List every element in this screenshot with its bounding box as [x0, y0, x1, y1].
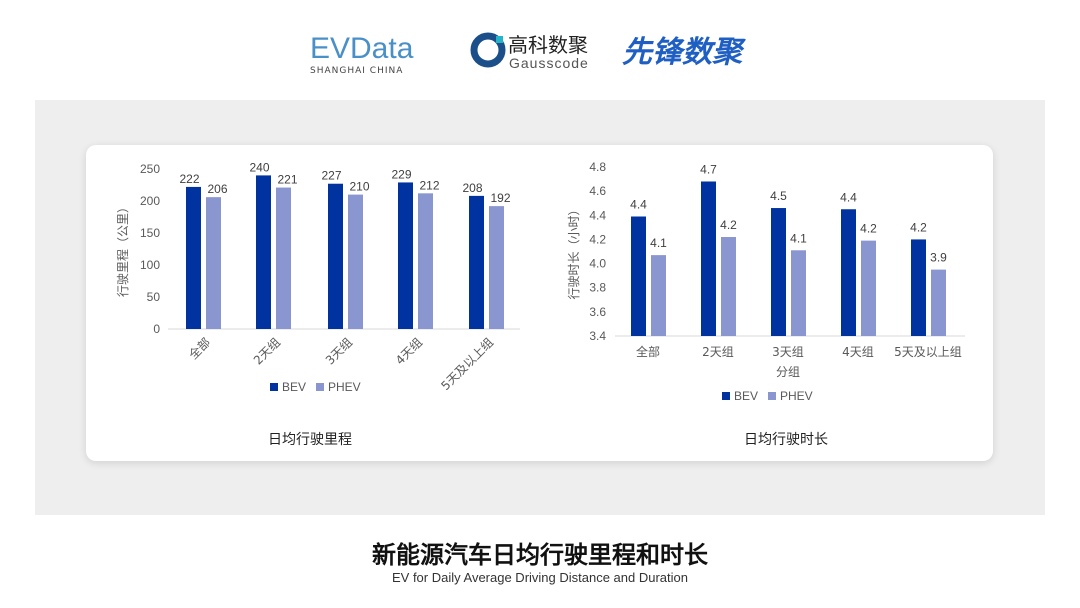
y-tick-label: 50 — [147, 290, 161, 304]
bar-bev — [398, 182, 413, 329]
y-tick-label: 3.6 — [589, 305, 606, 319]
x-tick-label: 全部 — [186, 335, 214, 363]
x-axis-label: 分组 — [776, 365, 800, 379]
x-tick-label: 全部 — [636, 344, 660, 359]
y-tick-label: 100 — [140, 258, 160, 272]
gausscode-logo: 高科数聚 Gausscode — [470, 32, 589, 71]
data-label: 4.1 — [790, 231, 807, 245]
bar-bev — [186, 186, 201, 329]
data-label: 240 — [249, 160, 269, 174]
evdata-logo-subtext: SHANGHAI CHINA — [310, 66, 403, 76]
bar-bev — [256, 175, 271, 329]
x-tick-label: 4天组 — [842, 345, 874, 359]
y-tick-label: 4.6 — [589, 184, 606, 198]
y-tick-label: 250 — [140, 162, 160, 176]
y-tick-label: 4.0 — [589, 257, 606, 271]
x-tick-label: 3天组 — [772, 345, 804, 359]
bar-phev — [791, 250, 806, 336]
x-tick-label: 4天组 — [393, 335, 425, 367]
bar-phev — [348, 194, 363, 329]
data-label: 4.7 — [700, 162, 717, 176]
data-label: 210 — [349, 180, 369, 194]
legend-swatch-bev — [722, 392, 730, 400]
data-label: 206 — [207, 182, 227, 196]
legend-swatch-bev — [270, 383, 278, 391]
bar-phev — [206, 197, 221, 329]
bar-phev — [489, 206, 504, 329]
y-tick-label: 4.8 — [589, 160, 606, 174]
x-tick-label: 5天及以上组 — [894, 345, 962, 359]
x-tick-label: 3天组 — [323, 335, 355, 367]
bar-phev — [418, 193, 433, 329]
data-label: 4.2 — [860, 222, 877, 236]
legend-swatch-phev — [768, 392, 776, 400]
xianfeng-logo: 先锋数聚 — [622, 35, 746, 70]
bar-phev — [861, 240, 876, 336]
x-tick-label: 5天及以上组 — [438, 335, 496, 393]
bar-phev — [651, 255, 666, 336]
gausscode-logo-en: Gausscode — [509, 55, 589, 71]
evdata-logo-text: EVData — [310, 32, 414, 65]
y-tick-label: 3.8 — [589, 281, 606, 295]
x-tick-label: 2天组 — [251, 335, 283, 367]
data-label: 221 — [277, 173, 297, 187]
evdata-logo: EVData SHANGHAI CHINA — [310, 32, 414, 76]
legend-label: PHEV — [328, 380, 361, 394]
y-tick-label: 0 — [153, 322, 160, 336]
y-tick-label: 150 — [140, 226, 160, 240]
bar-bev — [328, 183, 343, 329]
data-label: 4.2 — [910, 220, 927, 234]
bar-bev — [911, 239, 926, 336]
legend-label: BEV — [282, 380, 306, 394]
data-label: 227 — [321, 169, 341, 183]
y-axis-label: 行驶里程（公里） — [115, 201, 130, 297]
data-label: 4.4 — [630, 197, 647, 211]
data-label: 208 — [462, 181, 482, 195]
legend-label: BEV — [734, 389, 758, 403]
xianfeng-logo-text: 先锋数聚 — [622, 35, 746, 70]
y-tick-label: 4.4 — [589, 208, 606, 222]
bar-phev — [721, 237, 736, 336]
bar-bev — [631, 216, 646, 336]
data-label: 3.9 — [930, 251, 947, 265]
data-label: 222 — [179, 172, 199, 186]
bar-phev — [276, 187, 291, 329]
chart-title: 日均行驶里程 — [268, 432, 352, 448]
y-tick-label: 200 — [140, 194, 160, 208]
data-label: 4.2 — [720, 218, 737, 232]
bar-bev — [841, 209, 856, 336]
bar-bev — [469, 195, 484, 329]
x-tick-label: 2天组 — [702, 345, 734, 359]
data-label: 4.5 — [770, 189, 787, 203]
data-label: 229 — [391, 167, 411, 181]
page-title: 新能源汽车日均行驶里程和时长 — [372, 541, 708, 569]
data-label: 4.4 — [840, 190, 857, 204]
y-tick-label: 4.2 — [589, 232, 606, 246]
data-label: 4.1 — [650, 236, 667, 250]
bar-bev — [701, 181, 716, 336]
bar-phev — [931, 269, 946, 336]
page-subtitle: EV for Daily Average Driving Distance an… — [391, 570, 689, 585]
y-axis-label: 行驶时长（小时） — [566, 203, 581, 299]
data-label: 192 — [490, 191, 510, 205]
legend-label: PHEV — [780, 389, 813, 403]
bar-bev — [771, 208, 786, 336]
gausscode-logo-cn: 高科数聚 — [508, 33, 588, 57]
chart-title: 日均行驶时长 — [744, 432, 828, 448]
y-tick-label: 3.4 — [589, 329, 606, 343]
data-label: 212 — [419, 178, 439, 192]
legend-swatch-phev — [316, 383, 324, 391]
logo-bar: EVData SHANGHAI CHINA 高科数聚 Gausscode 先锋数… — [0, 20, 1080, 78]
